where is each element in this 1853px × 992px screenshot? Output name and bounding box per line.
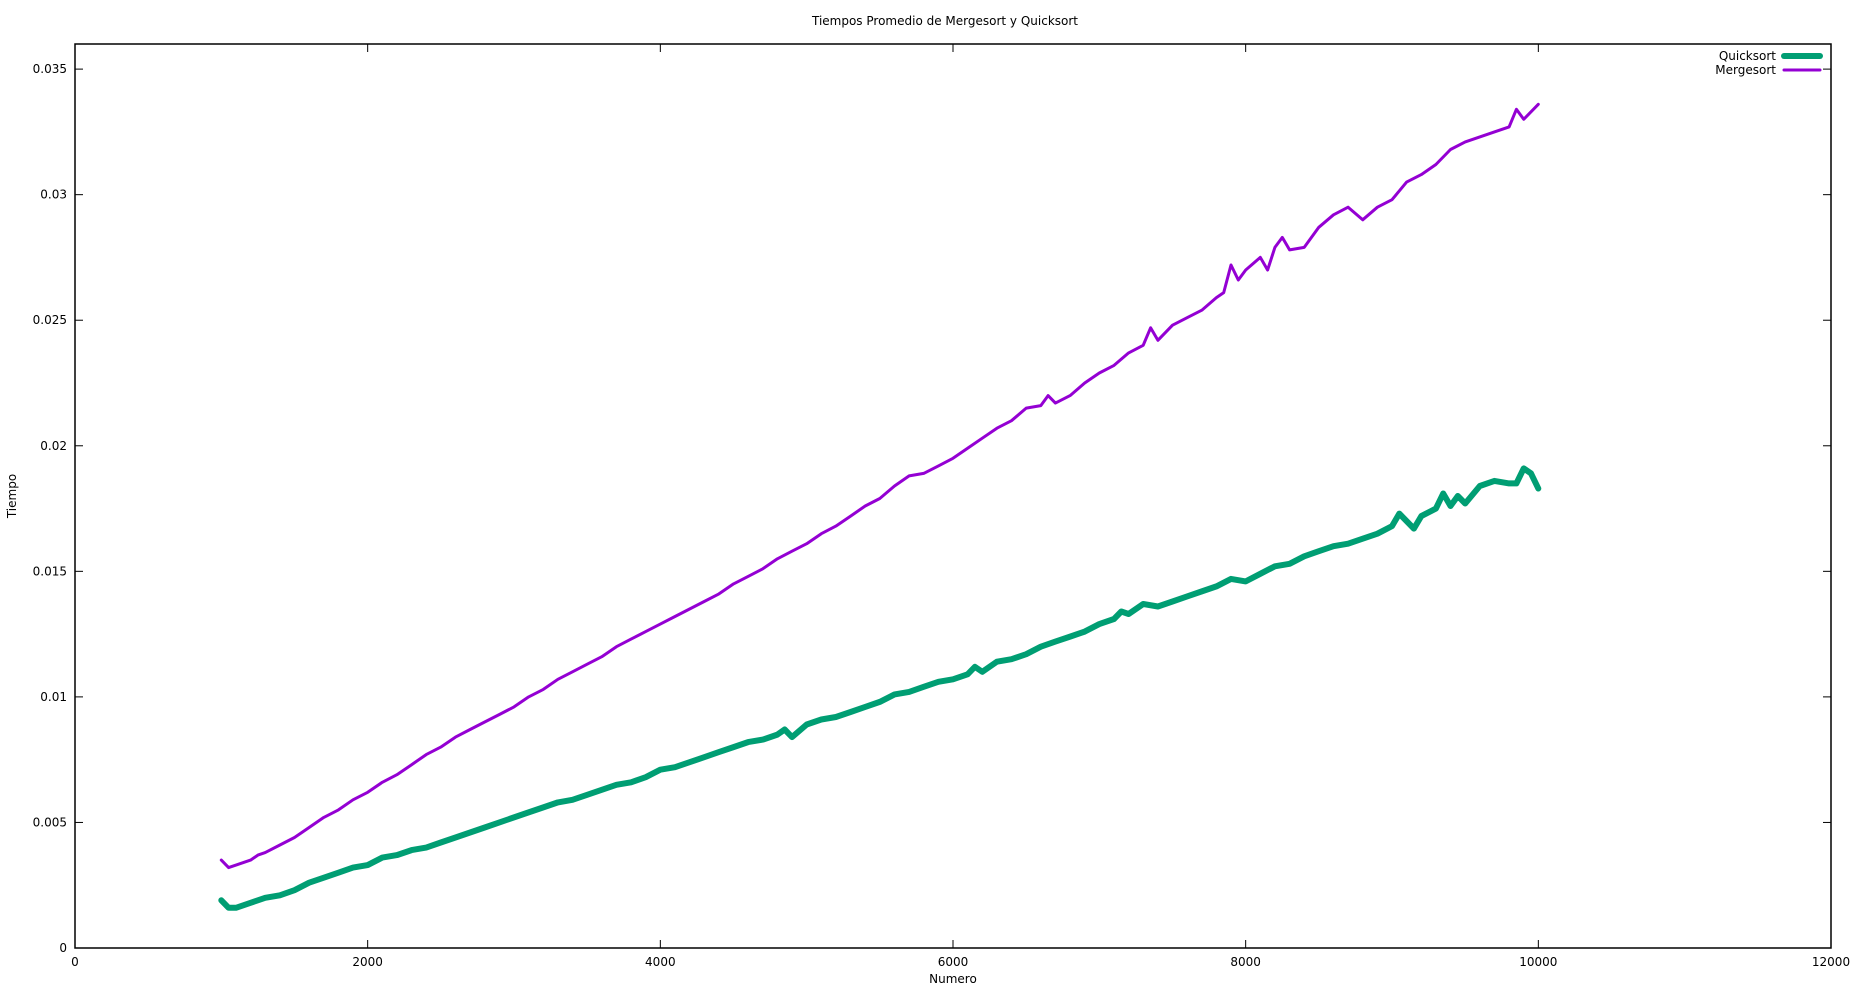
series-line-mergesort <box>219 102 1540 870</box>
y-tick-label: 0.025 <box>33 313 67 327</box>
y-tick-label: 0.005 <box>33 815 67 829</box>
x-tick-label: 10000 <box>1519 955 1557 969</box>
x-tick-label: 0 <box>71 955 79 969</box>
y-axis: 0 0.005 0.01 0.015 0.02 0.025 0.03 0.035 <box>33 62 1831 955</box>
legend-label: Mergesort <box>1715 63 1776 77</box>
y-axis-title: Tiempo <box>5 474 19 519</box>
y-tick-label: 0.01 <box>40 690 67 704</box>
series-line-quicksort <box>218 465 1542 911</box>
x-tick-label: 6000 <box>938 955 969 969</box>
x-axis: 0 2000 4000 6000 8000 10000 12000 <box>71 44 1850 969</box>
y-tick-label: 0.02 <box>40 439 67 453</box>
legend-label: Quicksort <box>1719 49 1776 63</box>
x-tick-label: 4000 <box>645 955 676 969</box>
plot-frame <box>74 43 1832 949</box>
chart-title: Tiempos Promedio de Mergesort y Quicksor… <box>811 14 1078 28</box>
y-tick-label: 0.015 <box>33 564 67 578</box>
y-tick-label: 0.035 <box>33 62 67 76</box>
y-tick-label: 0 <box>59 941 67 955</box>
y-tick-label: 0.03 <box>40 188 67 202</box>
x-tick-label: 2000 <box>352 955 383 969</box>
series-layer <box>218 102 1542 911</box>
x-tick-label: 12000 <box>1812 955 1850 969</box>
x-tick-label: 8000 <box>1230 955 1261 969</box>
x-axis-title: Numero <box>929 972 977 986</box>
